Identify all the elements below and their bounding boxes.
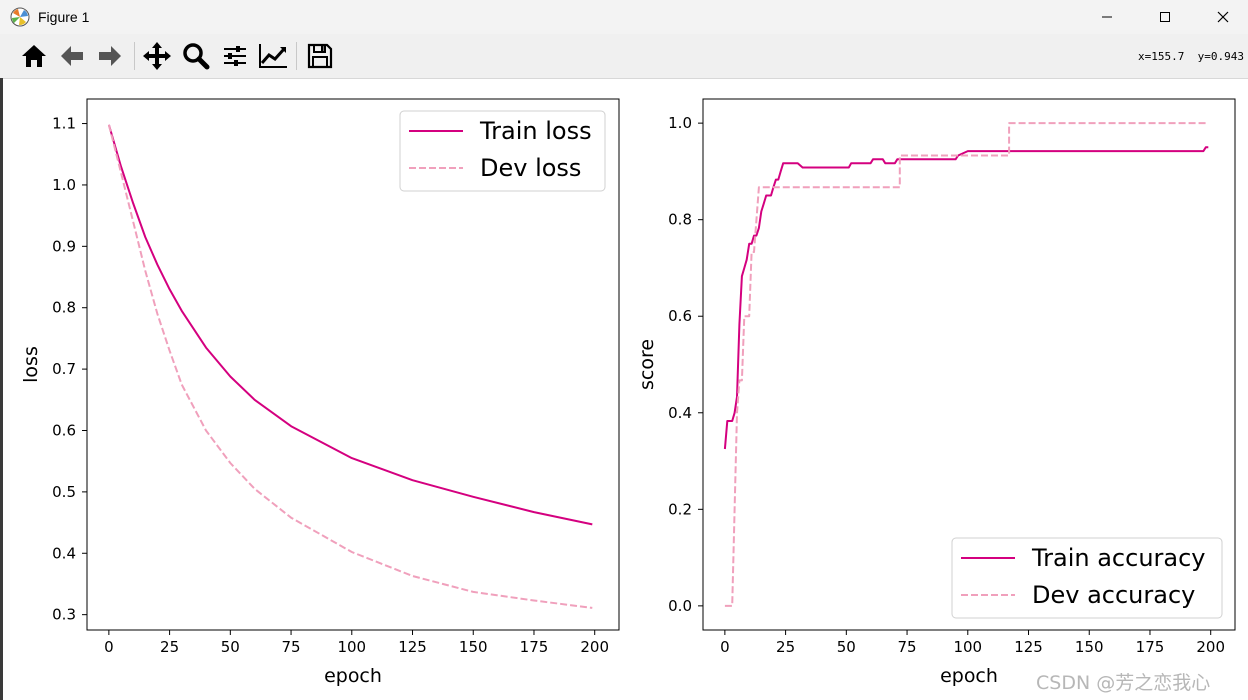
x-tick-label: 0: [104, 638, 114, 656]
zoom-button[interactable]: [180, 40, 212, 72]
back-button[interactable]: [56, 40, 88, 72]
x-tick-label: 100: [337, 638, 366, 656]
x-tick-label: 125: [1014, 638, 1043, 656]
home-icon: [22, 45, 46, 67]
series-line-dev: [107, 124, 593, 609]
legend: Train accuracy Dev accuracy: [951, 537, 1223, 619]
zoom-magnifier-icon: [183, 43, 210, 70]
y-tick-label: 1.1: [52, 115, 76, 133]
forward-arrow-icon: [99, 46, 121, 66]
y-axis-label: loss: [20, 346, 42, 383]
window-titlebar: Figure 1: [0, 0, 1248, 34]
minimize-button[interactable]: [1078, 0, 1136, 34]
y-tick-label: 0.4: [52, 544, 76, 562]
x-axis-label: epoch: [940, 665, 998, 687]
loss-axes: 0 25 50 75 100 125 150 175 200 0.3 0.4 0.5 0.6 0.7 0.8…: [20, 98, 620, 687]
edit-axes-button[interactable]: [257, 40, 289, 72]
y-tick-label: 0.6: [668, 307, 692, 325]
x-tick-label: 100: [953, 638, 982, 656]
toolbar-separator: [134, 42, 135, 70]
pan-move-icon: [143, 42, 171, 70]
x-tick-label: 50: [837, 638, 856, 656]
x-axis-label: epoch: [324, 665, 382, 687]
x-tick-label: 175: [520, 638, 549, 656]
series-line-dev: [724, 122, 1209, 607]
cursor-coordinates-readout: x=155.7 y=0.943: [1138, 50, 1244, 63]
save-button[interactable]: [304, 40, 336, 72]
maximize-icon: [1160, 12, 1170, 22]
maximize-button[interactable]: [1136, 0, 1194, 34]
y-axis-label: score: [636, 339, 658, 390]
axes-frame: [702, 98, 1236, 631]
x-tick-label: 125: [398, 638, 427, 656]
close-button[interactable]: [1194, 0, 1248, 34]
y-tick-label: 0.9: [52, 237, 76, 255]
y-tick-label: 0.0: [668, 597, 692, 615]
legend-frame: [951, 537, 1223, 619]
score-axes: 0 25 50 75 100 125 150 175 200 0.0 0.2 0.4 0.6 0.8 1.0…: [636, 98, 1236, 687]
y-tick-label: 0.8: [668, 211, 692, 229]
edit-axes-icon: [259, 44, 287, 68]
y-tick-label: 0.3: [52, 606, 76, 624]
x-tick-label: 50: [221, 638, 240, 656]
x-tick-label: 150: [1075, 638, 1104, 656]
forward-button[interactable]: [94, 40, 126, 72]
x-tick-label: 75: [282, 638, 301, 656]
navigation-toolbar: x=155.7 y=0.943: [0, 34, 1248, 79]
close-icon: [1217, 11, 1229, 23]
y-tick-label: 0.7: [52, 360, 76, 378]
x-tick-label: 0: [720, 638, 730, 656]
save-figure-icon: [307, 43, 333, 69]
window-title: Figure 1: [38, 9, 90, 25]
figure-canvas[interactable]: 0 25 50 75 100 125 150 175 200 0.3 0.4 0.5 0.6 0.7 0.8…: [0, 78, 1248, 700]
axes-frame: [86, 98, 620, 631]
y-tick-label: 0.8: [52, 299, 76, 317]
y-tick-label: 1.0: [668, 114, 692, 132]
y-tick-label: 0.6: [52, 421, 76, 439]
x-tick-label: 200: [580, 638, 609, 656]
y-tick-label: 1.0: [52, 176, 76, 194]
pan-button[interactable]: [141, 40, 173, 72]
x-tick-label: 75: [898, 638, 917, 656]
back-arrow-icon: [61, 46, 83, 66]
series-line-train: [723, 146, 1209, 450]
subplots-config-icon: [224, 46, 246, 66]
y-tick-label: 0.2: [668, 500, 692, 518]
toolbar-separator: [296, 42, 297, 70]
x-tick-label: 175: [1136, 638, 1165, 656]
legend-label: Train loss: [479, 117, 592, 145]
watermark: CSDN @芳之恋我心: [1036, 672, 1211, 694]
minimize-icon: [1102, 16, 1112, 18]
y-tick-label: 0.4: [668, 404, 692, 422]
x-tick-label: 150: [459, 638, 488, 656]
matplotlib-app-icon: [10, 7, 30, 27]
home-button[interactable]: [18, 40, 50, 72]
legend-label: Dev accuracy: [1032, 581, 1195, 609]
x-tick-label: 25: [776, 638, 795, 656]
window-left-edge: [0, 78, 3, 700]
series-line-train: [107, 124, 593, 526]
x-tick-label: 25: [160, 638, 179, 656]
legend-label: Dev loss: [480, 154, 581, 182]
legend: Train loss Dev loss: [399, 110, 606, 192]
subplots-button[interactable]: [219, 40, 251, 72]
y-tick-label: 0.5: [52, 483, 76, 501]
x-tick-label: 200: [1196, 638, 1225, 656]
legend-label: Train accuracy: [1031, 544, 1206, 572]
